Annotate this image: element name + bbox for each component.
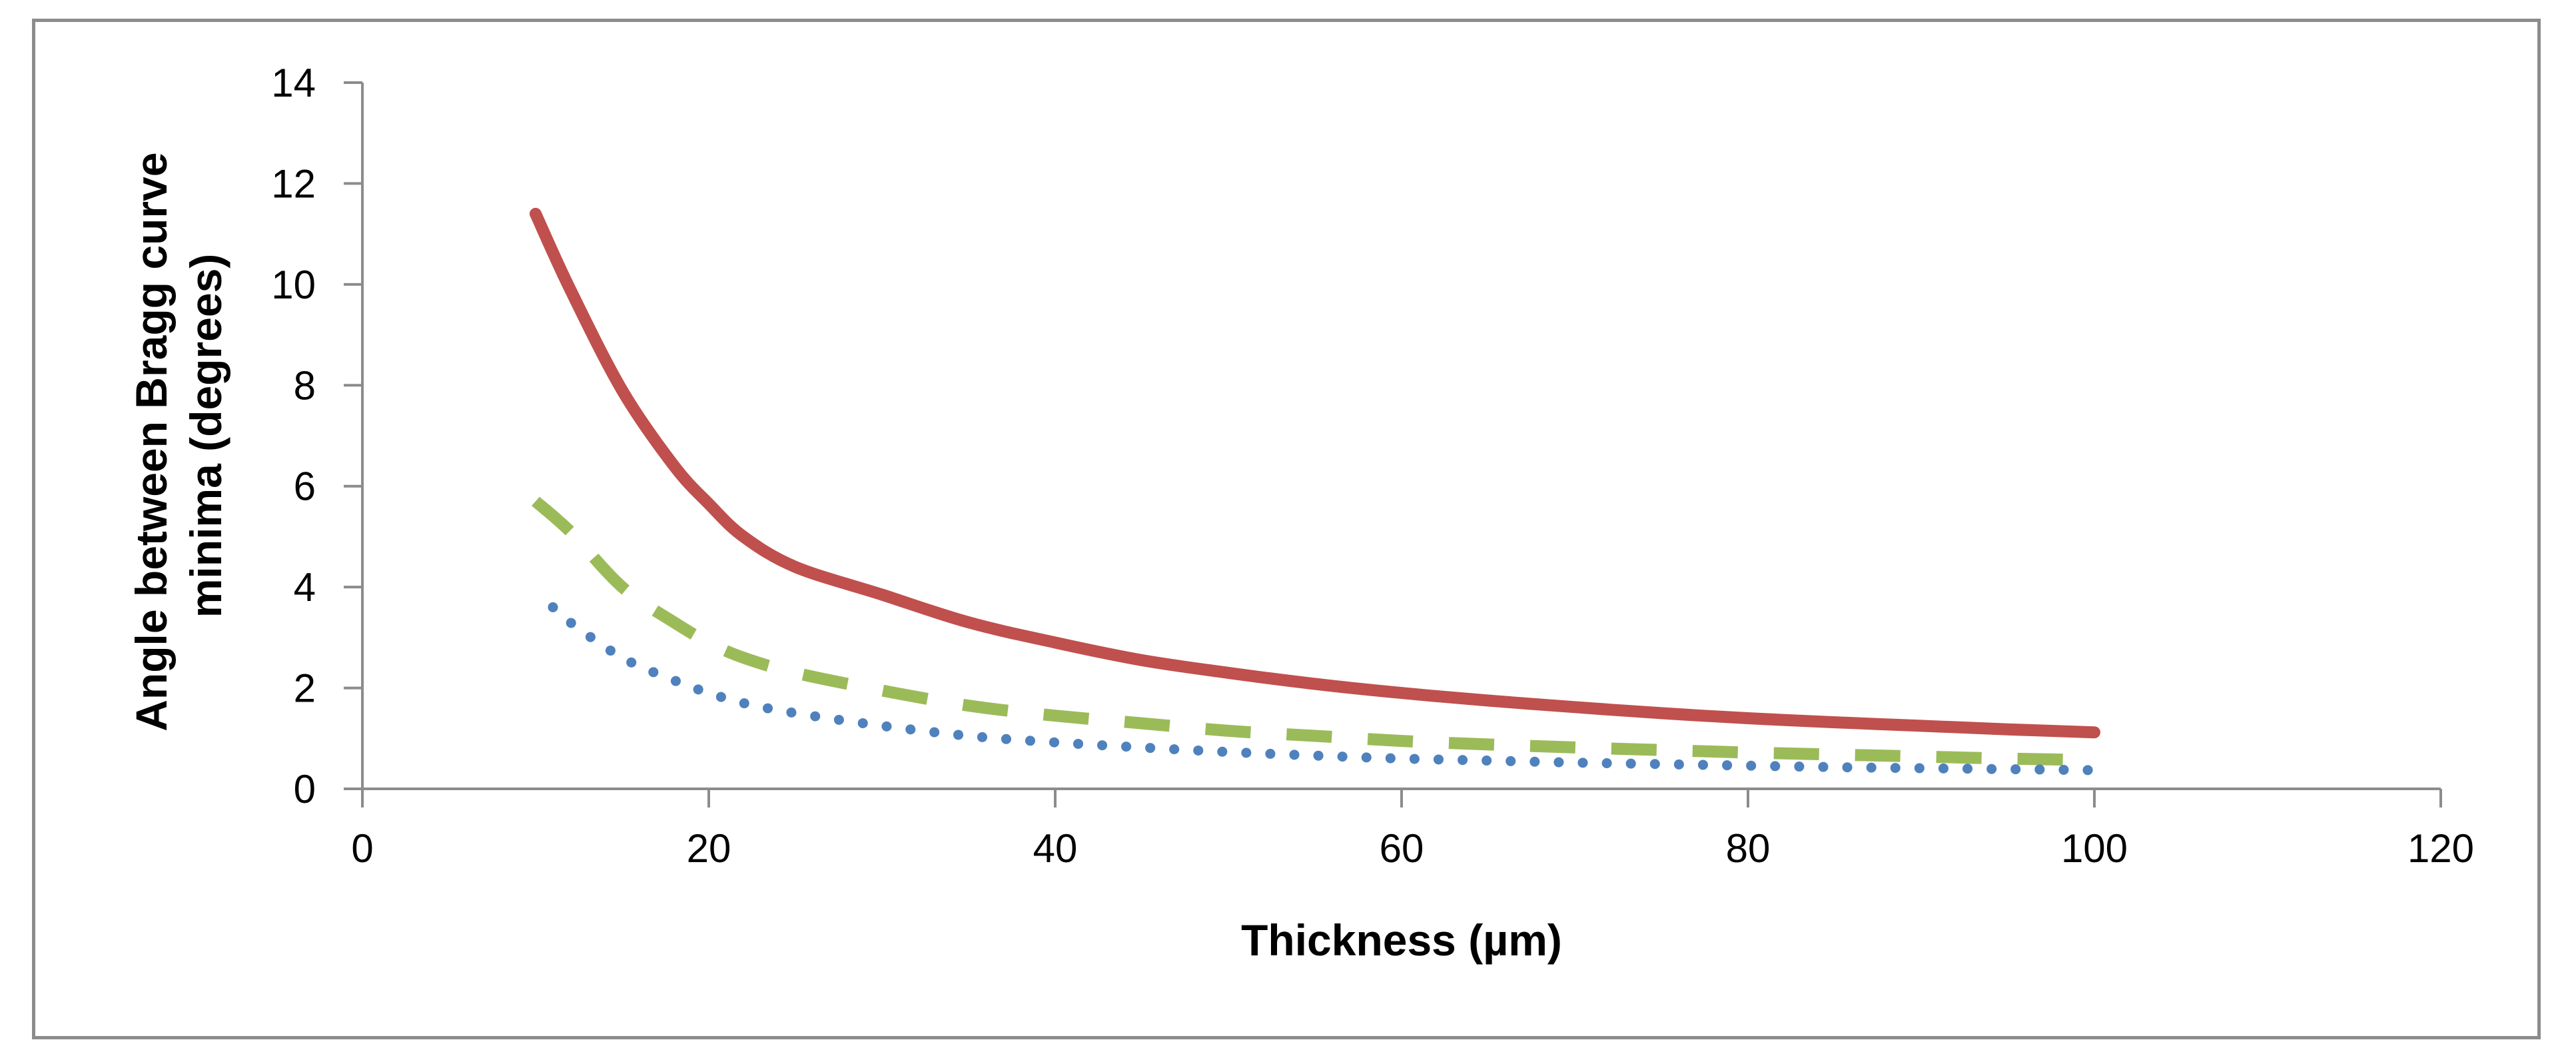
x-tick-label: 60 <box>1380 826 1424 871</box>
y-axis-title-line-1: Angle between Bragg curve <box>127 153 176 732</box>
y-tick-label: 2 <box>294 666 316 711</box>
tick-labels: 0 2 4 6 8 10 12 14 0 20 40 60 80 100 120 <box>271 61 2474 871</box>
y-tick-label: 14 <box>271 61 316 105</box>
y-tick-label: 4 <box>294 565 316 610</box>
x-tick-label: 120 <box>2407 826 2474 871</box>
y-axis-title: Angle between Bragg curve minima (degree… <box>127 140 230 732</box>
y-axis-title-line-2: minima (degrees) <box>181 254 230 618</box>
y-tick-label: 10 <box>271 263 316 307</box>
x-tick-label: 40 <box>1033 826 1078 871</box>
series-layer <box>530 207 2100 776</box>
y-tick-label: 12 <box>271 161 316 206</box>
x-tick-label: 100 <box>2061 826 2128 871</box>
series-line-solid <box>530 207 2100 739</box>
x-tick-label: 80 <box>1726 826 1771 871</box>
y-tick-label: 0 <box>294 767 316 811</box>
axes <box>344 81 2442 807</box>
y-tick-label: 8 <box>294 363 316 408</box>
y-tick-label: 6 <box>294 464 316 509</box>
x-tick-label: 0 <box>351 826 373 871</box>
x-tick-label: 20 <box>687 826 731 871</box>
chart-frame <box>32 19 2541 1039</box>
x-axis-title: Thickness (µm) <box>1241 915 1562 965</box>
series-line-dashed <box>532 496 2095 766</box>
